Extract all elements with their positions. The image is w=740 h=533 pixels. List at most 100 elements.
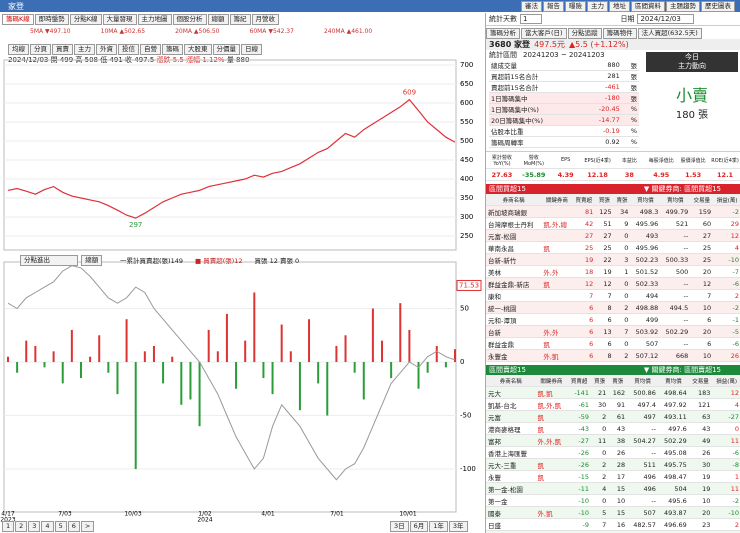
broker-cell: 0 bbox=[712, 422, 740, 435]
page-button[interactable]: 5 bbox=[54, 521, 67, 532]
page-button[interactable]: 2 bbox=[15, 521, 28, 532]
broker-row[interactable]: 永豐凱 -15 2 17 496 498.47 19 1 bbox=[486, 470, 740, 483]
broker-row[interactable]: 元大 凱,凱 -141 21 162 500.86 498.64 183 12 bbox=[486, 386, 740, 399]
tab[interactable]: 個股分析 bbox=[172, 14, 207, 25]
broker-row[interactable]: 第一金-松園 -11 4 15 496 504 19 11 bbox=[486, 482, 740, 495]
today-box: 今日 主力動向 小賣 180 張 bbox=[646, 52, 738, 121]
tool-button[interactable]: 買賣 bbox=[52, 44, 73, 55]
page-button[interactable]: > bbox=[80, 521, 95, 532]
net-bar bbox=[16, 362, 19, 373]
tab[interactable]: 籌紀 bbox=[229, 14, 251, 25]
broker-row[interactable]: 香港上海匯豐 -26 0 26 -- 495.08 26 -6 bbox=[486, 446, 740, 459]
metric-value: -35.89 bbox=[517, 168, 550, 181]
broker-cell: 元富 bbox=[486, 410, 536, 423]
tab[interactable]: 籌碼分析 bbox=[486, 28, 520, 39]
net-bar bbox=[152, 345, 155, 363]
tab[interactable]: 即時盤勢 bbox=[34, 14, 69, 25]
tool-button[interactable]: 籌碼 bbox=[162, 44, 183, 55]
header-button[interactable]: 地址 bbox=[609, 1, 630, 12]
broker-row[interactable]: 康和 7 7 0 494 -- 7 2 bbox=[486, 289, 740, 302]
tab[interactable]: 主力地圖 bbox=[137, 14, 172, 25]
broker-row[interactable]: 元富-松園 27 27 0 493 -- 27 12 bbox=[486, 229, 740, 242]
net-bar bbox=[79, 362, 82, 379]
stats-row: 總成交量 880 張 bbox=[489, 60, 639, 71]
broker-row[interactable]: 新加坡商瑞銀 81 125 34 498.3 499.79 159 -2 bbox=[486, 205, 740, 218]
broker-cell: 495.6 bbox=[657, 494, 689, 507]
broker-row[interactable]: 美林 外,外 18 19 1 501.52 500 20 -7 bbox=[486, 265, 740, 278]
header-button[interactable]: 曝險 bbox=[565, 1, 586, 12]
broker-row[interactable]: 元富凱 -59 2 61 497 493.11 63 -27 bbox=[486, 410, 740, 423]
tab[interactable]: 月營收 bbox=[251, 14, 280, 25]
tool-button[interactable]: 日線 bbox=[241, 44, 262, 55]
page-button[interactable]: 4 bbox=[41, 521, 54, 532]
header-button[interactable]: 歷史圖表 bbox=[701, 1, 735, 12]
tool-button[interactable]: 均線 bbox=[8, 44, 29, 55]
tab[interactable]: 籌碼物件 bbox=[602, 28, 637, 39]
page-button[interactable]: 1 bbox=[2, 521, 15, 532]
y-tick-label: 0 bbox=[460, 358, 464, 366]
y-tick-label: 450 bbox=[460, 156, 473, 164]
tab[interactable]: 分點追蹤 bbox=[567, 28, 602, 39]
metric-head: 累計營收YoY(%) bbox=[486, 151, 518, 169]
tool-button[interactable]: 大股東 bbox=[184, 44, 212, 55]
header-button[interactable]: 報告 bbox=[543, 1, 564, 12]
broker-cell: 11 bbox=[590, 434, 609, 447]
broker-row[interactable]: 台新-新竹 19 22 3 502.23 500.33 25 -10 bbox=[486, 253, 740, 266]
tab[interactable]: 當大客戶(日) bbox=[521, 28, 567, 39]
tool-button[interactable]: 投信 bbox=[118, 44, 139, 55]
broker-row[interactable]: 統一-桃園 6 8 2 498.88 494.5 10 -2 bbox=[486, 301, 740, 314]
broker-row[interactable]: 元大-三重凱 -26 2 28 511 495.75 30 -8 bbox=[486, 458, 740, 471]
tool-button[interactable]: 主力 bbox=[74, 44, 95, 55]
ma-legend: 5MA ▼497.10 10MA ▲502.65 20MA ▲506.50 60MA … bbox=[30, 27, 450, 36]
tab[interactable]: 總額 bbox=[207, 14, 229, 25]
tab[interactable]: 大量發現 bbox=[102, 14, 137, 25]
broker-row[interactable]: 富邦 外,外,凱 -27 11 38 504.27 502.29 49 11 bbox=[486, 434, 740, 447]
days-input[interactable]: 1 bbox=[520, 14, 543, 24]
broker-row[interactable]: 國泰 外,凱 -10 5 15 507 493.87 20 -10 bbox=[486, 506, 740, 519]
broker-row[interactable]: 第一金 -10 0 10 -- 495.6 10 -2 bbox=[486, 494, 740, 507]
broker-row[interactable]: 元和-潭頂 6 6 0 499 -- 6 -1 bbox=[486, 313, 740, 326]
tab[interactable]: 籌碼K線 bbox=[2, 14, 34, 25]
header-button[interactable]: 主題趨勢 bbox=[666, 1, 700, 12]
page-button[interactable]: 6 bbox=[67, 521, 80, 532]
tool-button[interactable]: 自營 bbox=[140, 44, 161, 55]
net-bar bbox=[52, 351, 55, 363]
stats-row: 籌碼周轉率 0.92% bbox=[489, 136, 639, 148]
tool-button[interactable]: 分頁 bbox=[30, 44, 51, 55]
broker-row[interactable]: 永豐金 外,凱 6 8 2 507.12 668 10 26 bbox=[486, 349, 740, 362]
header-button[interactable]: 審法 bbox=[521, 1, 542, 12]
broker-cell: 504.27 bbox=[627, 434, 658, 447]
tool-button[interactable]: 分價量 bbox=[212, 44, 240, 55]
period-button[interactable]: 6月 bbox=[409, 521, 429, 532]
broker-row[interactable]: 台灣摩根士丹利 凱,外,總 42 51 9 495.96 521 60 29 bbox=[486, 217, 740, 230]
broker-cell: 498.47 bbox=[657, 470, 689, 483]
tab[interactable]: 分點K線 bbox=[69, 14, 102, 25]
header-button[interactable]: 主力 bbox=[587, 1, 608, 12]
broker-row[interactable]: 凱基-台北 凱,外,凱 -61 30 91 497.4 497.92 121 4 bbox=[486, 398, 740, 411]
tool-button[interactable]: 外資 bbox=[96, 44, 117, 55]
broker-row[interactable]: 群益金鼎-新店凱 12 12 0 502.33 -- 12 -6 bbox=[486, 277, 740, 290]
net-bar bbox=[371, 308, 374, 363]
period-button[interactable]: 3年 bbox=[448, 521, 468, 532]
broker-cell: -27 bbox=[567, 434, 591, 447]
period-button[interactable]: 3日 bbox=[390, 521, 409, 532]
tab[interactable]: 法人買超(632.5天) bbox=[637, 28, 702, 39]
broker-row[interactable]: 日盛 -9 7 16 482.57 496.69 23 2 bbox=[486, 518, 740, 531]
key-selector[interactable]: ▼ 關鍵券商: 區間賣超15 bbox=[643, 366, 721, 374]
date-input[interactable]: 2024/12/03 bbox=[637, 14, 694, 24]
key-selector[interactable]: ▼ 關鍵券商: 區間買超15 bbox=[643, 185, 721, 193]
page-button[interactable]: 3 bbox=[28, 521, 41, 532]
broker-row[interactable]: 台新 外,外 6 13 7 503.92 502.29 20 -5 bbox=[486, 325, 740, 338]
broker-cell: 496 bbox=[627, 482, 658, 495]
flow-selector[interactable]: 分點進出 bbox=[20, 255, 78, 266]
net-bar bbox=[335, 345, 338, 363]
broker-row[interactable]: 港商麥格理凱 -43 0 43 -- 497.6 43 0 bbox=[486, 422, 740, 435]
column-title: 買張 bbox=[595, 194, 614, 206]
flow-button[interactable]: 總額 bbox=[81, 255, 103, 266]
broker-row[interactable]: 凱基-三峽-819497503105 bbox=[486, 530, 740, 533]
broker-row[interactable]: 群益金鼎凱 6 6 0 507 -- 6 -6 bbox=[486, 337, 740, 350]
broker-row[interactable]: 華南永昌凱 25 25 0 495.96 -- 25 4 bbox=[486, 241, 740, 254]
header-button[interactable]: 區間資料 bbox=[631, 1, 665, 12]
period-button[interactable]: 1年 bbox=[429, 521, 448, 532]
stats-cell: 0.92 bbox=[580, 136, 622, 148]
